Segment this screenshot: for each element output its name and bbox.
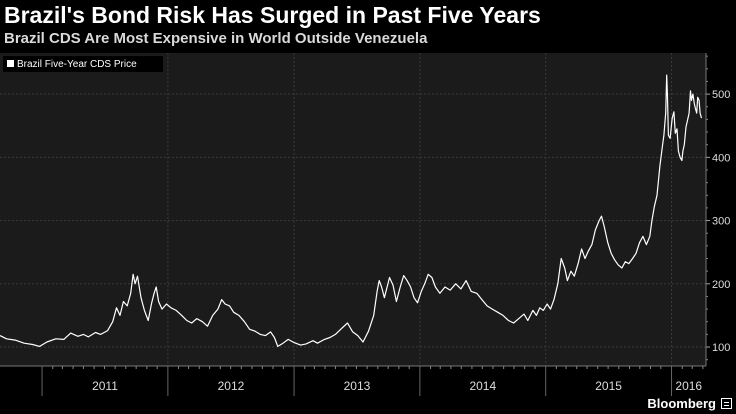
y-tick-label-200: 200 [712, 279, 730, 291]
chart-subtitle: Brazil CDS Are Most Expensive in World O… [4, 30, 428, 47]
y-tick-label-400: 400 [712, 152, 730, 164]
plot-area [0, 53, 706, 366]
legend-swatch [7, 60, 14, 67]
y-tick-label-500: 500 [712, 89, 730, 101]
y-tick-label-100: 100 [712, 342, 730, 354]
legend-box [3, 56, 163, 72]
x-tick-label-2014: 2014 [469, 379, 496, 393]
x-axis: 2011 2012 2013 2014 2015 2016 [0, 365, 706, 396]
y-axis: 100 200 300 400 500 [705, 53, 730, 366]
x-tick-label-2016: 2016 [675, 379, 702, 393]
legend: Brazil Five-Year CDS Price [3, 56, 163, 72]
x-tick-label-2015: 2015 [595, 379, 622, 393]
legend-label: Brazil Five-Year CDS Price [17, 59, 137, 70]
series-line-brazil-cds [0, 74, 703, 347]
chart-title: Brazil's Bond Risk Has Surged in Past Fi… [4, 2, 541, 28]
x-tick-label-2011: 2011 [92, 379, 118, 393]
y-tick-label-300: 300 [712, 216, 730, 228]
grid-lines [0, 53, 706, 366]
bloomberg-logo-icon [721, 398, 732, 409]
bloomberg-logo-text: Bloomberg [647, 396, 716, 411]
x-tick-label-2013: 2013 [344, 379, 371, 393]
x-tick-label-2012: 2012 [218, 379, 245, 393]
